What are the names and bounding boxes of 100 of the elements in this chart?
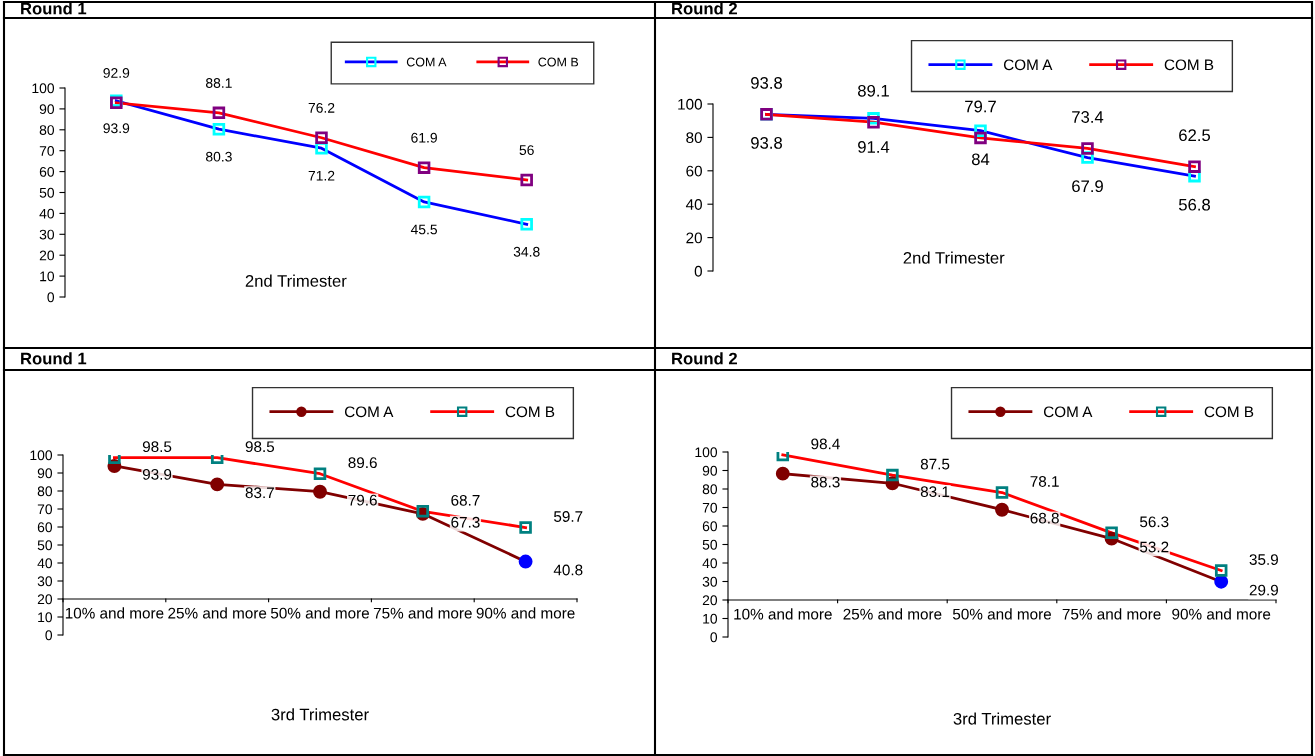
data-label: 34.8 (513, 246, 540, 257)
y-tick-label: 0 (710, 632, 718, 643)
y-tick-label: 100 (30, 450, 53, 461)
y-tick-label: 60 (702, 521, 718, 532)
x-tick-label: 50% and more (952, 608, 1052, 620)
data-label: 67.9 (1072, 180, 1103, 193)
y-tick-label: 30 (39, 229, 55, 240)
chart-title: Round 2 (672, 2, 737, 15)
legend-label: COM A (1043, 406, 1093, 418)
data-label: 71.2 (308, 170, 335, 181)
data-label: 88.3 (811, 476, 840, 488)
y-tick-label: 0 (47, 292, 55, 303)
data-label: 35.9 (1249, 554, 1278, 565)
data-label: 56 (519, 145, 534, 155)
legend-label: COM A (1003, 59, 1053, 71)
legend-label: COM A (406, 57, 447, 67)
data-label: 61.9 (411, 132, 437, 143)
data-label: 56.3 (1139, 516, 1169, 528)
y-tick-label: 20 (686, 232, 702, 244)
y-tick-label: 20 (37, 594, 53, 605)
chart-title: Round 1 (21, 2, 87, 15)
chart-title: Round 2 (672, 352, 737, 365)
y-tick-label: 80 (39, 125, 55, 135)
data-label: 79.6 (348, 494, 377, 506)
data-label: 92.9 (103, 68, 130, 78)
x-tick-label: 90% and more (476, 607, 575, 619)
y-tick-label: 80 (37, 486, 53, 497)
y-tick-label: 40 (685, 199, 702, 210)
data-label: 59.7 (553, 511, 583, 522)
data-label: 93.8 (751, 137, 782, 149)
data-label: 84 (971, 153, 990, 166)
x-tick-label: 90% and more (1172, 608, 1271, 620)
x-tick-label: 75% and more (373, 607, 472, 619)
data-label: 89.6 (348, 457, 377, 469)
x-tick-label: 10% and more (65, 607, 164, 619)
y-tick-label: 70 (37, 504, 53, 515)
data-label: 93.9 (103, 123, 130, 134)
legend-label: COM B (1164, 59, 1214, 71)
y-tick-label: 0 (45, 630, 53, 641)
data-label: 89.1 (858, 84, 889, 97)
legend-label: COM A (344, 406, 394, 418)
x-tick-label: 10% and more (734, 608, 832, 620)
data-label: 83.7 (245, 487, 274, 499)
y-tick-label: 100 (32, 83, 55, 94)
data-label: 73.4 (1072, 111, 1104, 123)
y-tick-label: 60 (39, 166, 55, 177)
y-tick-label: 50 (37, 540, 53, 551)
data-label: 79.7 (965, 100, 996, 113)
y-tick-label: 0 (694, 265, 702, 277)
legend-label: COM B (505, 406, 555, 418)
y-tick-label: 30 (702, 576, 718, 587)
data-label: 98.5 (245, 441, 275, 453)
y-tick-label: 10 (703, 613, 718, 624)
data-label: 76.2 (308, 102, 335, 113)
y-tick-label: 50 (702, 539, 718, 550)
y-tick-label: 70 (39, 146, 55, 156)
data-label: 68.7 (451, 494, 480, 506)
chart-title: Round 1 (21, 352, 87, 365)
data-label: 91.4 (858, 141, 890, 153)
data-label: 62.5 (1179, 129, 1211, 142)
y-tick-label: 50 (39, 187, 55, 198)
y-tick-label: 80 (702, 484, 718, 495)
data-label: 68.8 (1030, 512, 1059, 524)
y-tick-label: 40 (39, 208, 55, 219)
y-tick-label: 90 (37, 468, 53, 479)
data-label: 53.2 (1139, 541, 1169, 553)
y-tick-label: 100 (678, 98, 702, 110)
y-tick-label: 20 (39, 250, 55, 261)
x-axis-title: 3rd Trimester (953, 712, 1051, 725)
y-tick-label: 60 (37, 522, 53, 533)
y-tick-label: 100 (695, 447, 718, 458)
x-axis-title: 3rd Trimester (271, 708, 369, 721)
data-label: 40.8 (553, 564, 583, 576)
x-axis-title: 2nd Trimester (245, 274, 347, 287)
data-label: 98.4 (811, 438, 840, 450)
y-tick-label: 20 (702, 595, 718, 606)
y-tick-label: 90 (39, 104, 55, 115)
data-label: 29.9 (1249, 584, 1278, 596)
data-label: 45.5 (410, 224, 438, 235)
y-tick-label: 90 (702, 465, 718, 476)
x-axis-title: 2nd Trimester (903, 251, 1005, 264)
x-tick-label: 25% and more (168, 607, 267, 619)
x-tick-label: 50% and more (270, 607, 370, 619)
x-tick-label: 25% and more (843, 608, 942, 620)
data-label: 88.1 (205, 78, 232, 88)
data-label: 56.8 (1178, 198, 1210, 211)
legend-label: COM B (538, 57, 579, 67)
legend-label: COM B (1204, 406, 1254, 418)
y-tick-label: 40 (37, 558, 53, 569)
data-label: 80.3 (205, 151, 232, 162)
y-tick-label: 40 (702, 558, 718, 569)
y-tick-label: 10 (38, 612, 53, 623)
y-tick-label: 10 (40, 271, 55, 282)
y-tick-label: 80 (686, 132, 702, 144)
y-tick-label: 70 (702, 502, 718, 513)
data-label: 93.8 (751, 77, 782, 89)
data-label: 93.9 (142, 468, 172, 480)
data-label: 78.1 (1030, 476, 1059, 487)
y-tick-label: 60 (686, 165, 702, 177)
y-tick-label: 30 (37, 576, 53, 587)
